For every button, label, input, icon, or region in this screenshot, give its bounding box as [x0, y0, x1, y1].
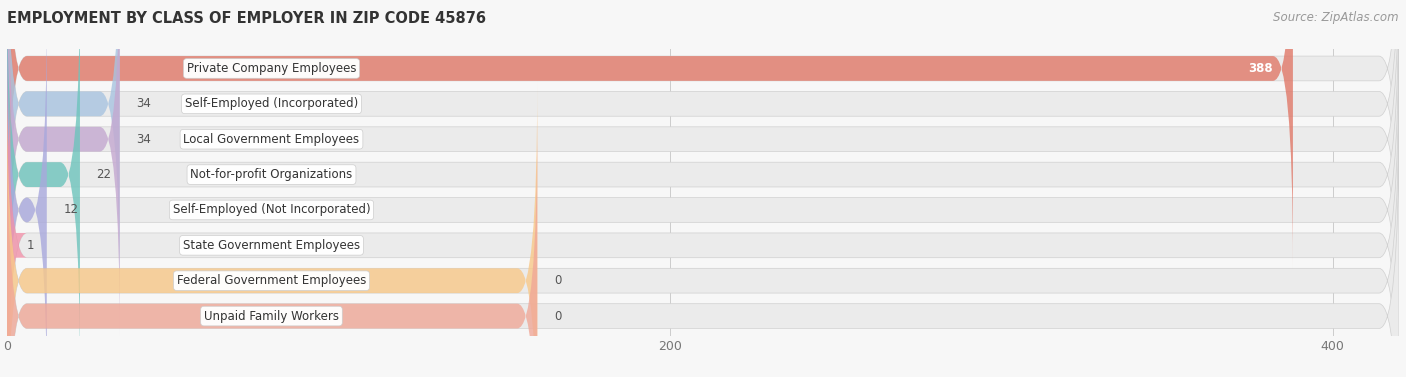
FancyBboxPatch shape	[7, 0, 120, 304]
Text: Local Government Employees: Local Government Employees	[183, 133, 360, 146]
FancyBboxPatch shape	[7, 0, 120, 339]
Text: Self-Employed (Incorporated): Self-Employed (Incorporated)	[184, 97, 359, 110]
Text: Private Company Employees: Private Company Employees	[187, 62, 356, 75]
FancyBboxPatch shape	[7, 10, 1399, 377]
Text: 22: 22	[97, 168, 111, 181]
Text: 12: 12	[63, 204, 79, 216]
Text: 34: 34	[136, 133, 152, 146]
Text: 0: 0	[554, 274, 561, 287]
FancyBboxPatch shape	[7, 0, 1399, 268]
FancyBboxPatch shape	[7, 10, 46, 377]
Text: Source: ZipAtlas.com: Source: ZipAtlas.com	[1274, 11, 1399, 24]
FancyBboxPatch shape	[7, 81, 1399, 377]
FancyBboxPatch shape	[7, 116, 537, 377]
FancyBboxPatch shape	[7, 0, 80, 374]
Text: EMPLOYMENT BY CLASS OF EMPLOYER IN ZIP CODE 45876: EMPLOYMENT BY CLASS OF EMPLOYER IN ZIP C…	[7, 11, 486, 26]
Text: Self-Employed (Not Incorporated): Self-Employed (Not Incorporated)	[173, 204, 370, 216]
FancyBboxPatch shape	[7, 46, 1399, 377]
FancyBboxPatch shape	[7, 81, 537, 377]
FancyBboxPatch shape	[7, 116, 1399, 377]
Text: 1: 1	[27, 239, 34, 252]
Text: 34: 34	[136, 97, 152, 110]
Text: Federal Government Employees: Federal Government Employees	[177, 274, 366, 287]
Text: Not-for-profit Organizations: Not-for-profit Organizations	[190, 168, 353, 181]
FancyBboxPatch shape	[7, 0, 1294, 268]
FancyBboxPatch shape	[7, 0, 1399, 339]
Text: 0: 0	[554, 310, 561, 323]
Text: State Government Employees: State Government Employees	[183, 239, 360, 252]
FancyBboxPatch shape	[7, 0, 1399, 304]
FancyBboxPatch shape	[7, 0, 1399, 374]
Text: 388: 388	[1249, 62, 1272, 75]
Text: Unpaid Family Workers: Unpaid Family Workers	[204, 310, 339, 323]
FancyBboxPatch shape	[0, 46, 27, 377]
